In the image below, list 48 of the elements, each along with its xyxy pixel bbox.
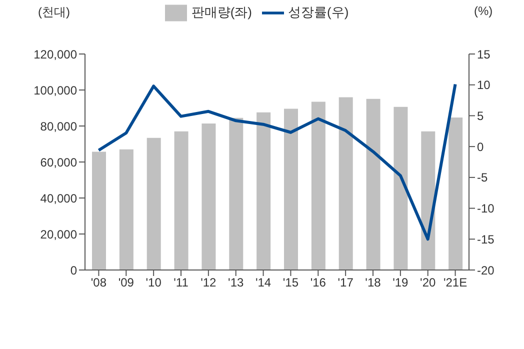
bar xyxy=(174,131,188,270)
y-tick-label: 120,000 xyxy=(34,47,78,62)
y-tick-label: 80,000 xyxy=(40,119,78,134)
x-tick-label: '12 xyxy=(200,276,217,290)
bar xyxy=(311,102,326,270)
x-tick-label: '21E xyxy=(443,276,468,290)
y-tick-label: 0 xyxy=(70,263,78,278)
x-tick-label: '14 xyxy=(255,276,272,290)
bar xyxy=(394,106,408,270)
y2-axis-title: (%) xyxy=(474,4,493,18)
y-tick-label: 40,000 xyxy=(40,191,78,206)
bar xyxy=(229,118,244,270)
y-tick-label: 100,000 xyxy=(34,83,78,98)
x-tick-label: '09 xyxy=(118,276,134,290)
x-tick-label: '08 xyxy=(90,276,107,290)
y2-tick-label: 10 xyxy=(477,78,491,92)
x-tick-label: '17 xyxy=(338,276,354,290)
y2-tick-label: -15 xyxy=(477,232,495,246)
bar xyxy=(202,123,216,270)
bar xyxy=(338,97,353,270)
y-tick-label: 60,000 xyxy=(40,155,78,170)
bar xyxy=(119,149,134,270)
bar xyxy=(421,131,436,270)
x-tick-label: '11 xyxy=(174,276,189,290)
y2-tick-label: 15 xyxy=(477,47,491,62)
bar xyxy=(284,108,298,270)
bar xyxy=(366,98,380,270)
bar xyxy=(256,112,271,270)
legend-label: 성장률(우) xyxy=(288,4,349,20)
x-tick-label: '20 xyxy=(420,276,436,290)
y2-tick-label: -5 xyxy=(477,170,488,185)
x-tick-label: '19 xyxy=(392,276,409,290)
x-tick-label: '13 xyxy=(228,276,244,290)
x-tick-label: '10 xyxy=(146,276,162,290)
line-series xyxy=(97,82,457,241)
bar xyxy=(92,152,106,270)
y2-tick-label: 0 xyxy=(477,140,484,154)
y2-tick-label: -20 xyxy=(477,263,495,278)
y2-tick-label: -10 xyxy=(477,202,495,216)
y-tick-label: 20,000 xyxy=(40,227,78,242)
y2-tick-label: 5 xyxy=(477,108,484,123)
legend-label: 판매량(좌) xyxy=(191,4,252,20)
x-tick-label: '18 xyxy=(365,276,382,290)
x-tick-label: '15 xyxy=(282,276,299,290)
bar xyxy=(448,118,463,270)
y-axis-title: (천대) xyxy=(38,4,70,21)
bar xyxy=(146,138,161,270)
x-tick-label: '16 xyxy=(310,276,326,290)
